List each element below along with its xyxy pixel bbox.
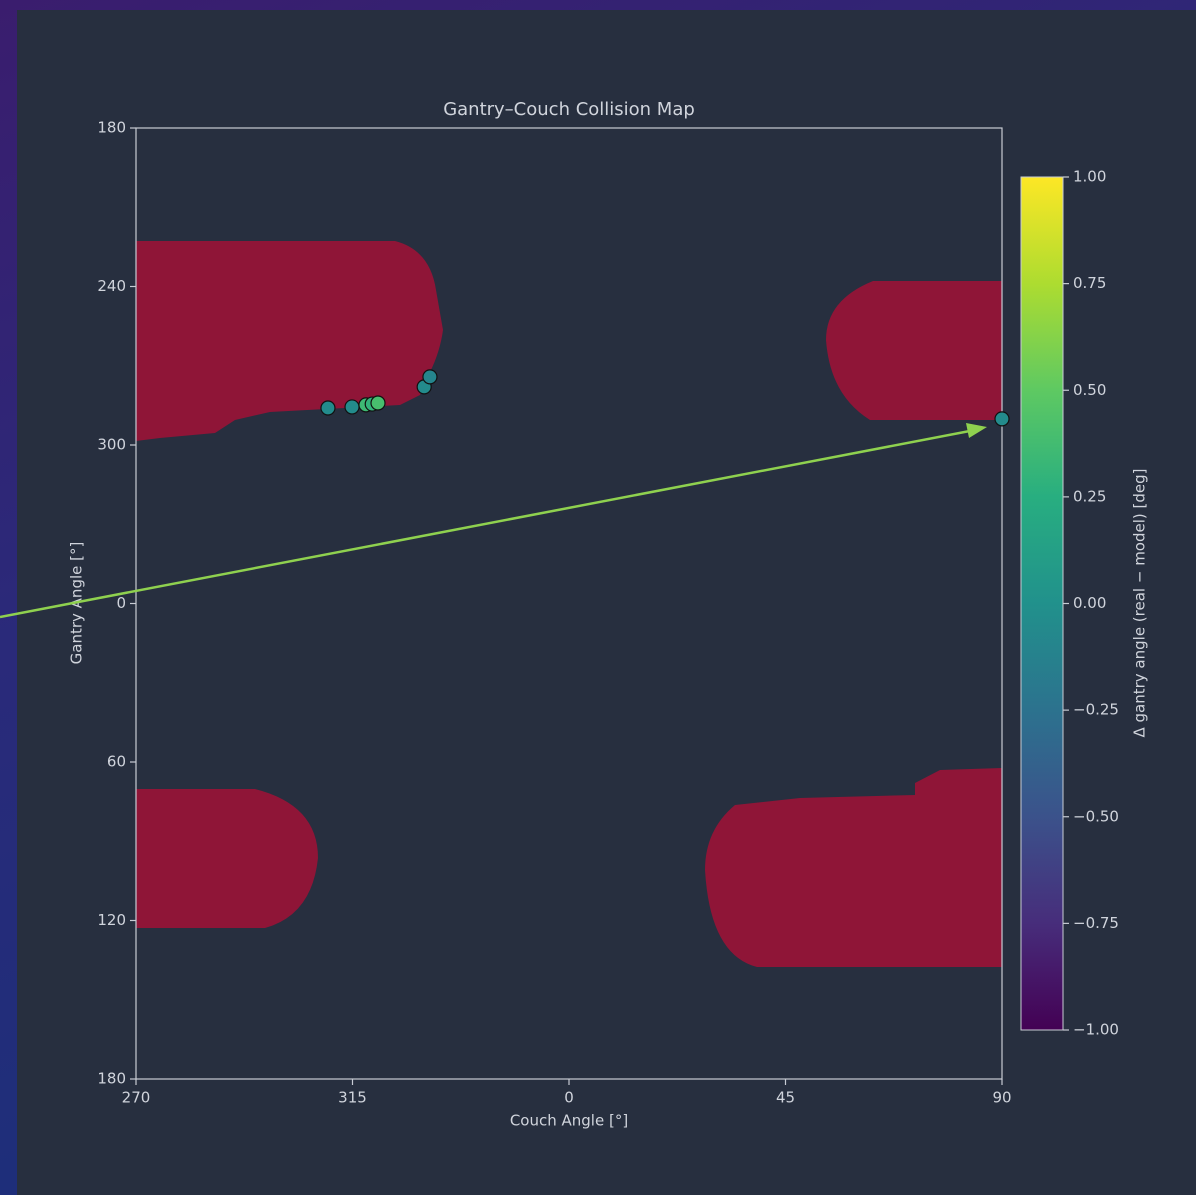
x-tick-label: 90 bbox=[992, 1089, 1011, 1107]
colorbar-tick-label: 0.75 bbox=[1073, 274, 1106, 292]
colorbar-tick-label: 0.25 bbox=[1073, 487, 1106, 505]
colorbar-tick-label: −1.00 bbox=[1073, 1021, 1119, 1039]
marks bbox=[320, 369, 1010, 427]
y-tick-label: 300 bbox=[97, 436, 126, 454]
arrow-head bbox=[966, 423, 987, 438]
scatter-point bbox=[994, 411, 1010, 427]
collision-regions bbox=[136, 241, 1002, 967]
colorbar bbox=[1020, 176, 1064, 1031]
scatter-point bbox=[422, 369, 438, 385]
y-tick-label: 60 bbox=[107, 753, 126, 771]
colorbar-tick-label: 0.00 bbox=[1073, 594, 1106, 612]
colorbar-tick-label: −0.75 bbox=[1073, 914, 1119, 932]
y-tick-label: 0 bbox=[116, 594, 126, 612]
collision-region bbox=[705, 768, 1002, 967]
x-axis-label: Couch Angle [°] bbox=[510, 1112, 628, 1130]
colorbar-tick-label: 0.50 bbox=[1073, 381, 1106, 399]
scatter-point bbox=[370, 395, 386, 411]
collision-region bbox=[136, 789, 318, 928]
y-tick-label: 120 bbox=[97, 911, 126, 929]
x-tick-label: 45 bbox=[776, 1089, 795, 1107]
y-tick-label: 180 bbox=[97, 119, 126, 137]
scatter-point bbox=[320, 400, 336, 416]
figure-panel bbox=[17, 10, 1196, 1195]
y-tick-label: 240 bbox=[97, 277, 126, 295]
chart-title: Gantry–Couch Collision Map bbox=[443, 99, 695, 120]
colorbar-label: Δ gantry angle (real − model) [deg] bbox=[1131, 468, 1149, 737]
arrow-line bbox=[0, 428, 976, 619]
collision-region bbox=[136, 241, 443, 441]
x-tick-label: 0 bbox=[564, 1089, 574, 1107]
collision-region bbox=[826, 281, 1002, 420]
colorbar-tick-label: −0.25 bbox=[1073, 701, 1119, 719]
annotation-arrow bbox=[0, 423, 987, 619]
colorbar-tick-label: −0.50 bbox=[1073, 807, 1119, 825]
colorbar-tick-label: 1.00 bbox=[1073, 168, 1106, 186]
scatter-point bbox=[344, 399, 360, 415]
y-tick-label: 180 bbox=[97, 1070, 126, 1088]
x-tick-label: 270 bbox=[122, 1089, 151, 1107]
x-tick-label: 315 bbox=[338, 1089, 367, 1107]
